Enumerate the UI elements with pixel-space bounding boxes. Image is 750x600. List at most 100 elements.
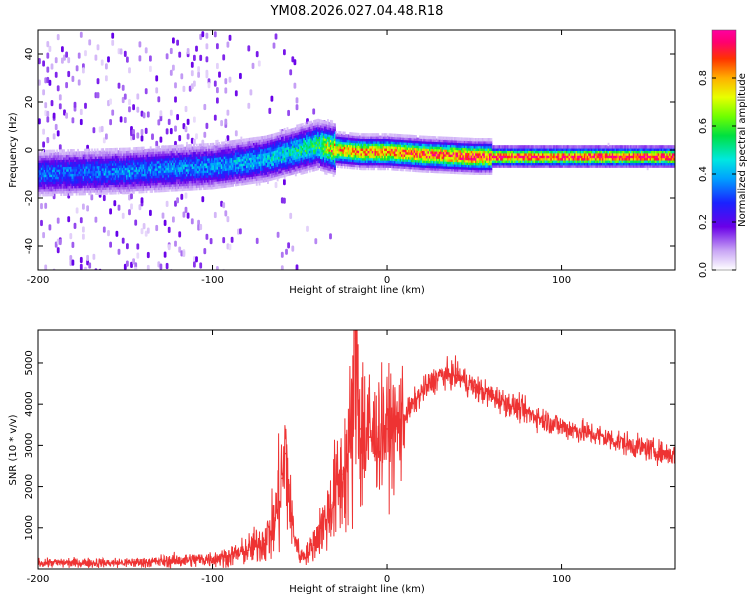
spectrogram-cell bbox=[332, 139, 335, 144]
spectrogram-cell bbox=[272, 138, 275, 142]
spectrogram-cell bbox=[303, 161, 306, 165]
spectrogram-cell bbox=[145, 189, 148, 194]
spectrogram-cell bbox=[70, 153, 72, 158]
spectrogram-cell bbox=[135, 178, 138, 182]
spectrogram-cell bbox=[267, 149, 269, 153]
spectrogram-cell bbox=[233, 173, 236, 177]
spectrogram-cell bbox=[120, 159, 123, 164]
spectrogram-cell bbox=[99, 184, 102, 188]
spectrogram-cell bbox=[320, 136, 322, 140]
spectrogram-cell bbox=[283, 161, 286, 165]
spectrogram-cell bbox=[260, 172, 262, 176]
spectrogram-cell bbox=[180, 163, 183, 168]
spectrogram-cell bbox=[334, 154, 336, 158]
spectrogram-cell bbox=[324, 154, 327, 158]
spectrogram-cell bbox=[127, 166, 130, 171]
spectrogram-cell bbox=[49, 192, 52, 197]
spectrogram-cell bbox=[158, 189, 160, 193]
spectrogram-cell bbox=[212, 147, 215, 151]
spectrogram-cell bbox=[307, 133, 310, 137]
spectrogram-cell bbox=[327, 162, 329, 166]
spectrogram-cell bbox=[155, 75, 159, 82]
spectrogram-cell bbox=[315, 128, 318, 133]
spectrogram-cell bbox=[153, 184, 156, 188]
spectrogram-cell bbox=[190, 148, 193, 153]
spectrogram-cell bbox=[368, 135, 371, 139]
spectrogram-cell bbox=[327, 150, 329, 154]
spectrogram-cell bbox=[251, 144, 254, 148]
spectrogram-cell bbox=[113, 167, 116, 171]
spectrogram-cell bbox=[339, 155, 342, 159]
spectrogram-cell bbox=[246, 152, 248, 156]
spectrogram-cell bbox=[158, 184, 160, 188]
spectrogram-cell bbox=[247, 178, 250, 183]
spectrogram-cell bbox=[107, 169, 110, 174]
spectrogram-cell bbox=[96, 174, 99, 179]
figure-title: YM08.2026.027.04.48.R18 bbox=[270, 4, 444, 19]
spectrogram-cell bbox=[271, 165, 274, 169]
spectrogram-cell bbox=[346, 143, 349, 148]
spectrogram-cell bbox=[179, 156, 181, 160]
spectrogram-cell bbox=[265, 178, 268, 182]
spectrogram-cell bbox=[329, 170, 332, 174]
spectrogram-cell bbox=[310, 142, 313, 146]
spectrogram-cell bbox=[325, 159, 328, 163]
spectrogram-cell bbox=[160, 167, 163, 171]
spectrogram-cell bbox=[159, 115, 163, 122]
spectrogram-cell bbox=[246, 176, 248, 180]
spectrogram-cell bbox=[322, 146, 325, 151]
spectrogram-cell bbox=[96, 148, 99, 152]
spectrogram-cell bbox=[287, 146, 290, 150]
spectrogram-cell bbox=[60, 173, 63, 177]
spectrogram-cell bbox=[84, 155, 86, 160]
spectrogram-cell bbox=[82, 153, 85, 157]
spectrogram-cell bbox=[335, 152, 338, 156]
spectrogram-cell bbox=[103, 157, 106, 162]
spectrogram-cell bbox=[75, 173, 78, 177]
spectrogram-cell bbox=[120, 154, 123, 159]
spectrogram-cell bbox=[341, 162, 343, 166]
spectrogram-cell bbox=[58, 154, 61, 158]
spectrogram-cell bbox=[322, 134, 325, 139]
spectrogram-cell bbox=[241, 162, 244, 167]
spectrogram-cell bbox=[292, 159, 294, 163]
spectrogram-cell bbox=[195, 160, 198, 164]
spectrogram-cell bbox=[349, 132, 352, 136]
spectrogram-cell bbox=[198, 162, 201, 167]
spectrogram-cell bbox=[301, 168, 304, 172]
spectrogram-cell bbox=[65, 112, 68, 119]
spectrogram-cell bbox=[278, 148, 280, 153]
spectrogram-cell bbox=[127, 152, 130, 156]
spectrogram-cell bbox=[140, 129, 144, 136]
spectrogram-cell bbox=[117, 171, 120, 176]
spectrogram-cell bbox=[262, 150, 265, 154]
spectrogram-cell bbox=[42, 128, 45, 135]
spectrogram-cell bbox=[42, 171, 45, 175]
spectrogram-cell bbox=[46, 176, 49, 180]
spectrogram-cell bbox=[102, 194, 106, 202]
spectrogram-cell bbox=[331, 163, 334, 167]
spectrogram-cell bbox=[232, 183, 234, 187]
spectrogram-cell bbox=[301, 156, 304, 160]
spectrogram-cell bbox=[84, 151, 86, 155]
spectrogram-cell bbox=[120, 188, 123, 192]
spectrogram-cell bbox=[109, 119, 112, 126]
spectrogram-cell bbox=[102, 179, 105, 183]
spectrogram-cell bbox=[71, 189, 74, 194]
spectrogram-cell bbox=[336, 145, 339, 149]
spectrogram-cell bbox=[218, 151, 220, 155]
spectrogram-cell bbox=[239, 139, 241, 143]
spectrogram-cell bbox=[113, 162, 116, 166]
spectrogram-cell bbox=[152, 158, 155, 162]
spectrogram-cell bbox=[370, 152, 373, 156]
spectrogram-cell bbox=[65, 158, 68, 163]
spectrogram-cell bbox=[180, 161, 183, 165]
spectrogram-cell bbox=[96, 172, 99, 176]
spectrogram-cell bbox=[63, 149, 65, 153]
spectrogram-cell bbox=[254, 146, 257, 150]
spectrogram-cell bbox=[294, 141, 297, 146]
spectrogram-cell bbox=[65, 178, 68, 182]
spectrogram-cell bbox=[131, 161, 134, 166]
spectrogram-cell bbox=[132, 129, 135, 136]
spectrogram-cell bbox=[144, 149, 146, 153]
